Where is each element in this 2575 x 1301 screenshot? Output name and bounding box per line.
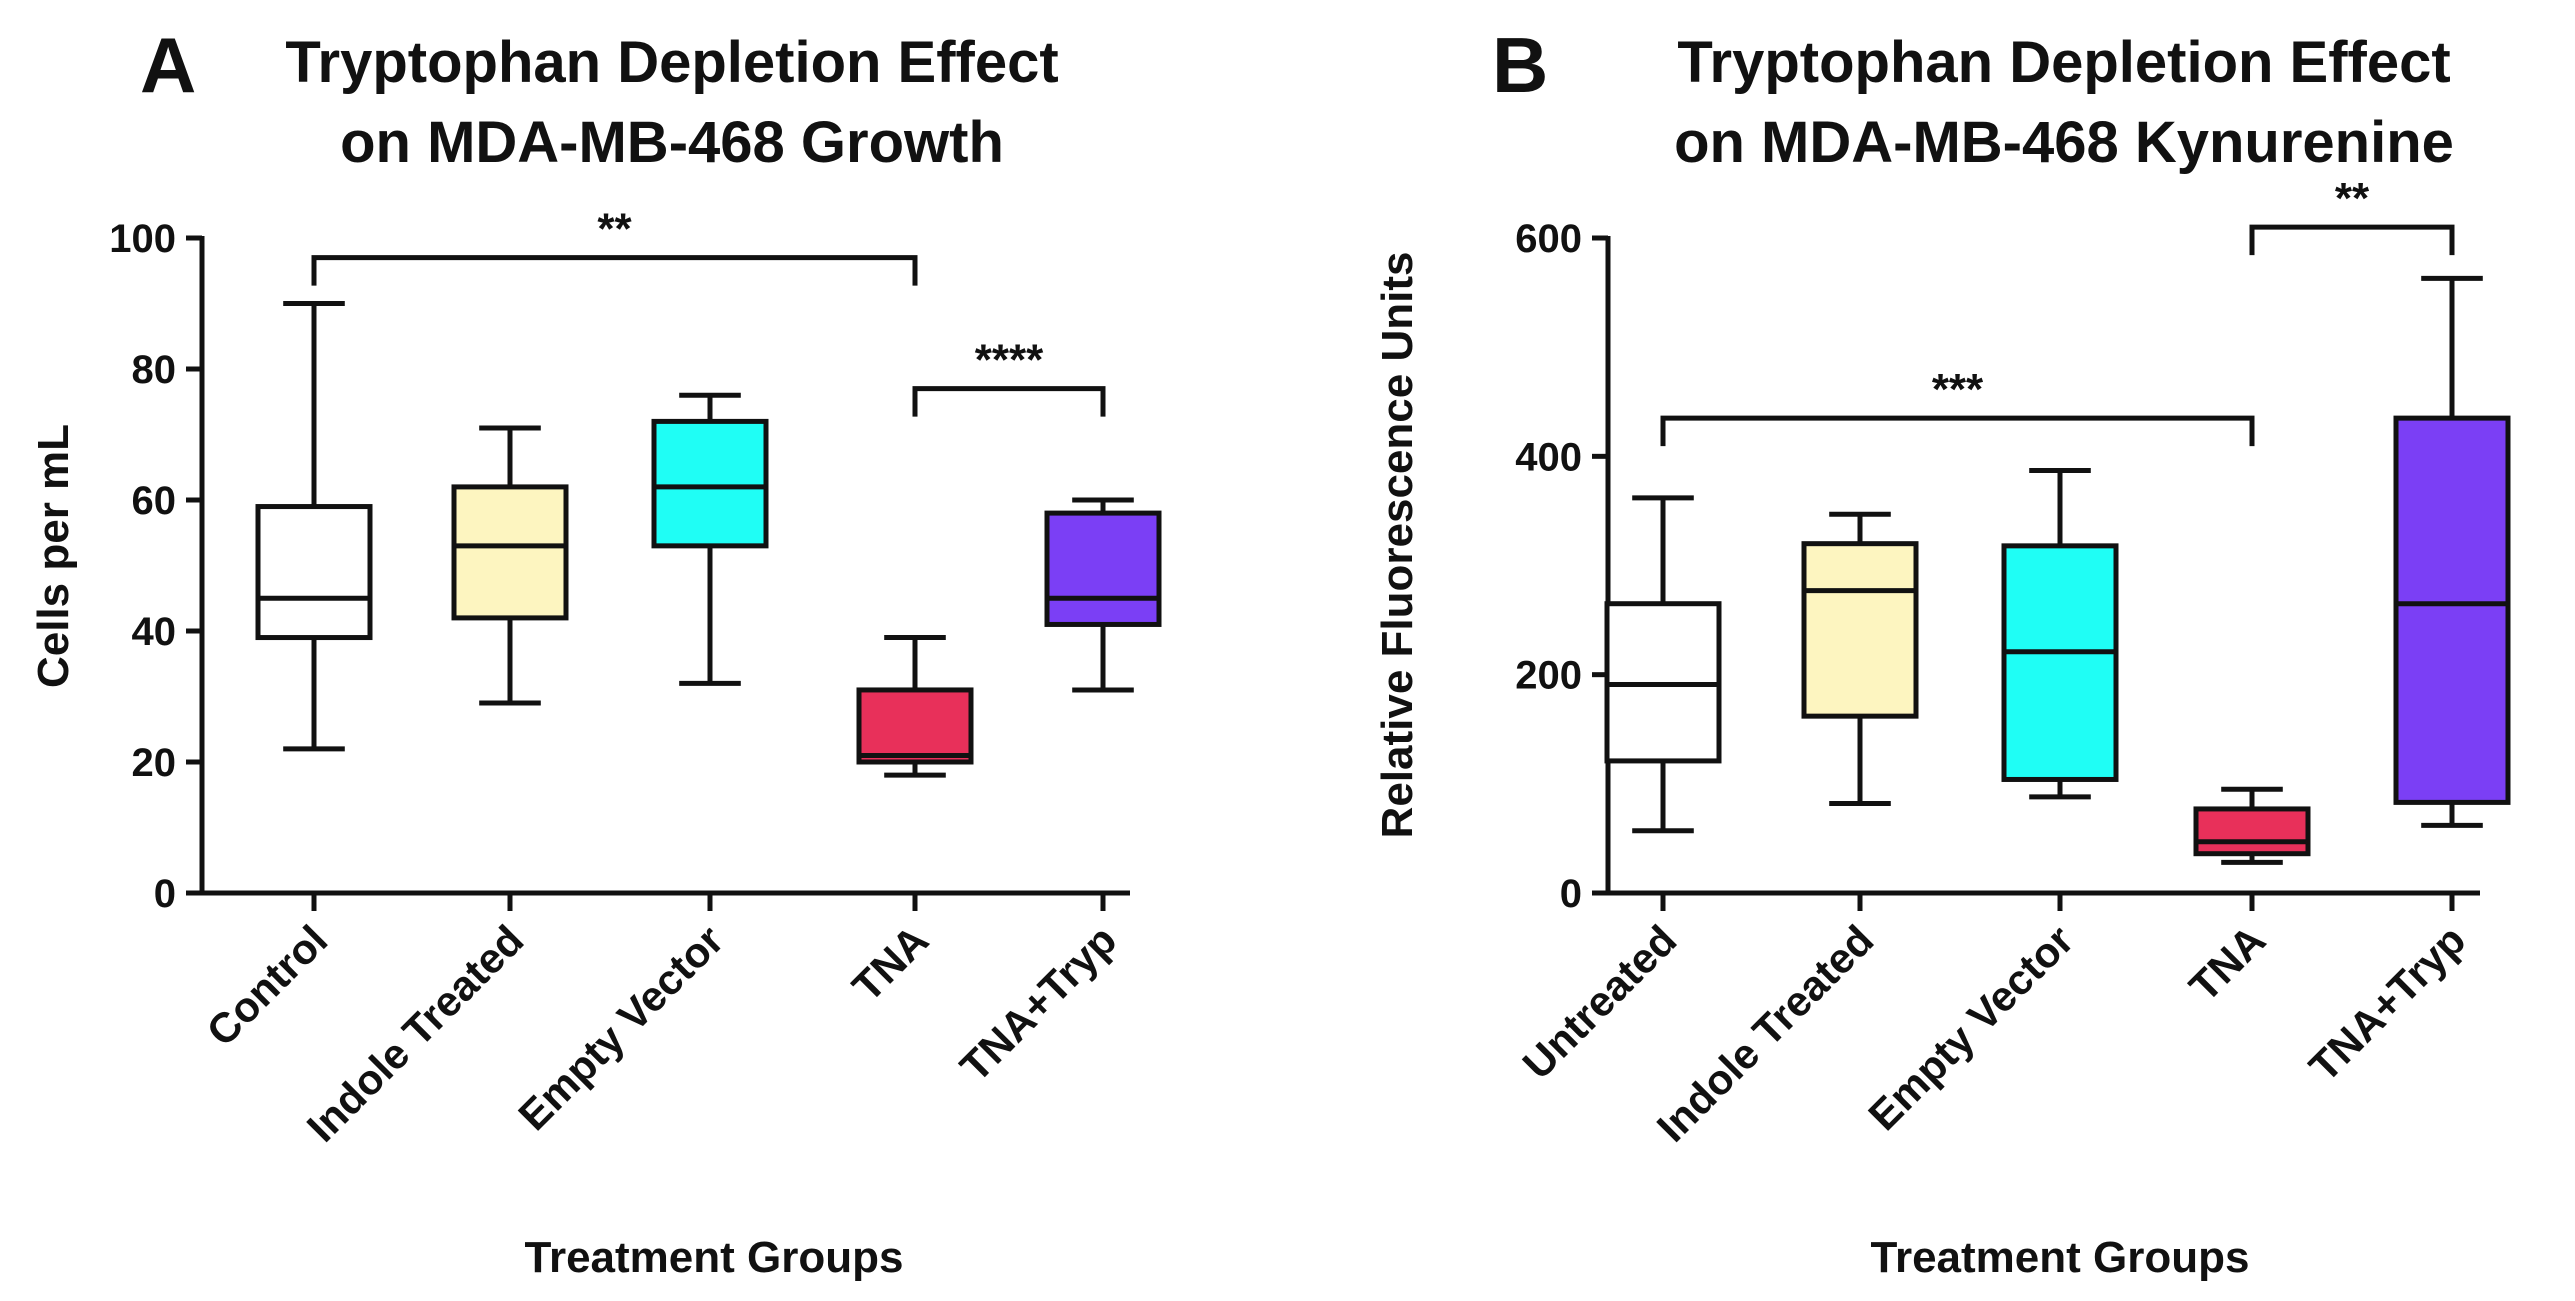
chart-title-line-1: Tryptophan Depletion Effect	[285, 30, 1058, 95]
x-tick-label: Untreated	[1514, 916, 1686, 1088]
x-tick-label: Empty Vector	[509, 916, 732, 1139]
iqr-box	[255, 504, 373, 641]
significance-bracket-2: ****	[912, 336, 1106, 417]
box-plot-5	[1044, 497, 1162, 693]
significance-label: ****	[975, 336, 1044, 385]
iqr-box	[1801, 541, 1919, 719]
panel-a: A Tryptophan Depletion Effect on MDA-MB-…	[29, 21, 1162, 1282]
y-axis-label: Relative Fluorescence Units	[1373, 252, 1422, 839]
box-plot-4	[2193, 786, 2311, 865]
box-plot-3	[2001, 468, 2119, 800]
box-plot-1	[1604, 495, 1722, 834]
y-tick-label: 100	[109, 217, 176, 261]
y-tick-label: 80	[132, 348, 177, 392]
panel-letter: B	[1492, 21, 1548, 109]
box-plot-2	[451, 425, 569, 706]
bracket-line	[311, 255, 918, 286]
y-tick-label: 60	[132, 479, 177, 523]
y-tick-label: 200	[1515, 654, 1582, 698]
x-tick-label: TNA	[843, 916, 937, 1010]
box-plot-4	[856, 635, 974, 778]
panel-letter: A	[140, 21, 196, 109]
chart-title-line-2: on MDA-MB-468 Growth	[340, 110, 1004, 175]
x-tick-label: Empty Vector	[1859, 916, 2082, 1139]
iqr-box	[856, 687, 974, 765]
y-axis-label: Cells per mL	[29, 424, 78, 688]
box-plot-3	[651, 392, 769, 686]
significance-label: **	[597, 205, 632, 254]
y-tick-label: 0	[1560, 872, 1582, 916]
iqr-box	[651, 418, 769, 549]
x-tick-label: TNA	[2180, 916, 2274, 1010]
y-tick-label: 0	[154, 872, 176, 916]
significance-label: ***	[1932, 365, 1984, 414]
bracket-line	[1660, 415, 2255, 447]
iqr-box	[1044, 510, 1162, 627]
panel-b: B Tryptophan Depletion Effect on MDA-MB-…	[1373, 21, 2511, 1282]
chart-title-line-2: on MDA-MB-468 Kynurenine	[1674, 110, 2454, 175]
box-plot-5	[2393, 275, 2511, 828]
y-tick-label: 40	[132, 610, 177, 654]
iqr-box	[2393, 415, 2511, 805]
significance-label: **	[2335, 174, 2370, 223]
y-tick-label: 400	[1515, 435, 1582, 479]
y-tick-label: 600	[1515, 217, 1582, 261]
significance-bracket-1: **	[311, 205, 918, 286]
significance-bracket-2: **	[2249, 174, 2455, 256]
iqr-box	[2001, 543, 2119, 782]
box-plot-2	[1801, 511, 1919, 806]
x-tick-label: Control	[198, 916, 337, 1055]
significance-bracket-1: ***	[1660, 365, 2255, 447]
x-tick-label: TNA+Tryp	[2300, 916, 2474, 1090]
bracket-line	[2249, 224, 2455, 256]
iqr-box	[2193, 806, 2311, 857]
box-plot-1	[255, 301, 373, 752]
x-tick-label: TNA+Tryp	[951, 916, 1125, 1090]
chart-title-line-1: Tryptophan Depletion Effect	[1677, 30, 2450, 95]
y-tick-label: 20	[132, 741, 177, 785]
iqr-box	[451, 484, 569, 621]
x-axis-label: Treatment Groups	[1871, 1233, 2250, 1282]
x-axis-label: Treatment Groups	[525, 1233, 904, 1282]
bracket-line	[912, 386, 1106, 417]
